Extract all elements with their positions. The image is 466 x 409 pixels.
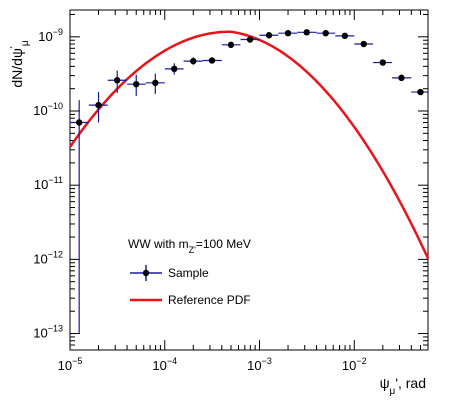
y-tick-label: 10−11 [34, 175, 63, 192]
y-tick-label-exp: −9 [53, 27, 63, 37]
x-tick-label-base: 10 [342, 358, 356, 373]
sample-point [303, 29, 310, 36]
legend-header-sub: Z' [189, 245, 196, 255]
y-tick-label-base: 10 [38, 29, 52, 44]
sample-point [95, 101, 102, 109]
legend-header-rest: =100 MeV [196, 237, 251, 251]
x-tick-label: 10−2 [342, 356, 367, 373]
x-tick-label-exp: −5 [72, 356, 82, 366]
y-axis-label: dN/dψ'μ [9, 40, 31, 87]
y-tick-label-exp: −12 [48, 249, 63, 259]
axis-ticks [69, 10, 429, 351]
sample-point [171, 65, 178, 73]
y-tick-label-base: 10 [33, 326, 47, 341]
x-tick-label: 10−5 [58, 356, 83, 373]
x-tick-label: 10−3 [247, 356, 272, 373]
sample-point [190, 57, 197, 65]
legend-sample-marker [142, 269, 150, 277]
x-tick-label-exp: −3 [262, 356, 272, 366]
sample-point [398, 74, 405, 82]
y-tick-label: 10−9 [38, 27, 63, 44]
reference-series [68, 30, 430, 259]
sample-point [379, 59, 386, 66]
x-tick-labels: 10−5 10−4 10−3 10−2 [58, 356, 367, 373]
sample-point [341, 32, 349, 40]
x-axis-label-base: ψ [380, 375, 390, 391]
sample-point [246, 36, 254, 43]
y-tick-label-exp: −13 [48, 324, 63, 334]
sample-point [284, 29, 292, 37]
reference-curve [68, 30, 430, 259]
y-tick-label-exp: −11 [48, 175, 63, 185]
sample-point [152, 79, 159, 87]
sample-point [265, 32, 273, 39]
sample-point [114, 77, 121, 84]
x-axis-label: ψμ', rad [380, 375, 426, 397]
sample-point [227, 41, 235, 49]
legend-sample-label: Sample [168, 266, 209, 280]
sample-point [360, 40, 367, 48]
legend-header: WW with mZ'=100 MeV [128, 237, 251, 255]
y-tick-label: 10−12 [33, 249, 63, 266]
sample-point [417, 88, 424, 96]
sample-point [75, 119, 83, 126]
y-axis-label-sup: ' [9, 46, 20, 48]
y-tick-label-base: 10 [34, 177, 48, 192]
sample-point [208, 57, 216, 64]
x-axis-label-sub: μ [390, 386, 396, 397]
x-tick-label-base: 10 [58, 358, 72, 373]
x-axis-label-rest: ', rad [395, 375, 426, 391]
sample-point [133, 80, 140, 88]
sample-series [70, 29, 428, 334]
y-tick-label-base: 10 [33, 251, 47, 266]
y-tick-label: 10−10 [33, 101, 63, 118]
x-tick-label-base: 10 [247, 358, 261, 373]
legend-reference-label: Reference PDF [168, 293, 251, 307]
x-tick-label-base: 10 [152, 358, 166, 373]
y-axis-label-sub: μ [20, 40, 31, 46]
legend-header-text: WW with m [128, 237, 189, 251]
plot-area [68, 9, 430, 351]
y-tick-label: 10−13 [33, 324, 63, 341]
y-tick-label-exp: −10 [48, 101, 63, 111]
x-tick-label: 10−4 [152, 356, 177, 373]
x-tick-label-exp: −4 [167, 356, 177, 366]
plot-frame [69, 9, 429, 351]
sample-point [322, 29, 329, 37]
y-tick-label-base: 10 [33, 103, 47, 118]
legend: WW with mZ'=100 MeV Sample Reference PDF [128, 237, 251, 307]
y-axis-label-base: dN/dψ [9, 48, 25, 88]
x-tick-label-exp: −2 [356, 356, 366, 366]
